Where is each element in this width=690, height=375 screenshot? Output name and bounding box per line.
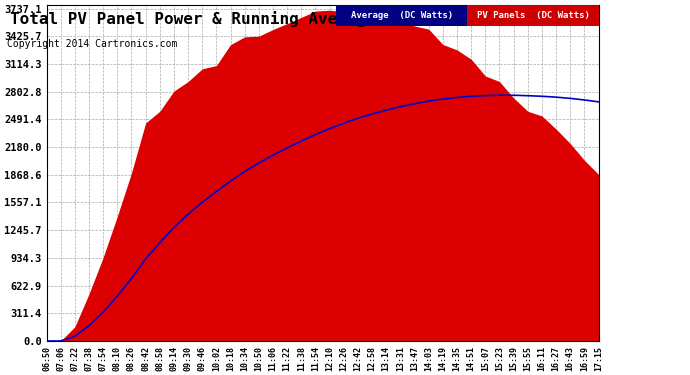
- Text: PV Panels  (DC Watts): PV Panels (DC Watts): [477, 11, 589, 20]
- Text: Total PV Panel Power & Running Average Power Tue Feb 11 17:26: Total PV Panel Power & Running Average P…: [10, 11, 597, 27]
- Text: Copyright 2014 Cartronics.com: Copyright 2014 Cartronics.com: [7, 39, 177, 50]
- Text: Average  (DC Watts): Average (DC Watts): [351, 11, 453, 20]
